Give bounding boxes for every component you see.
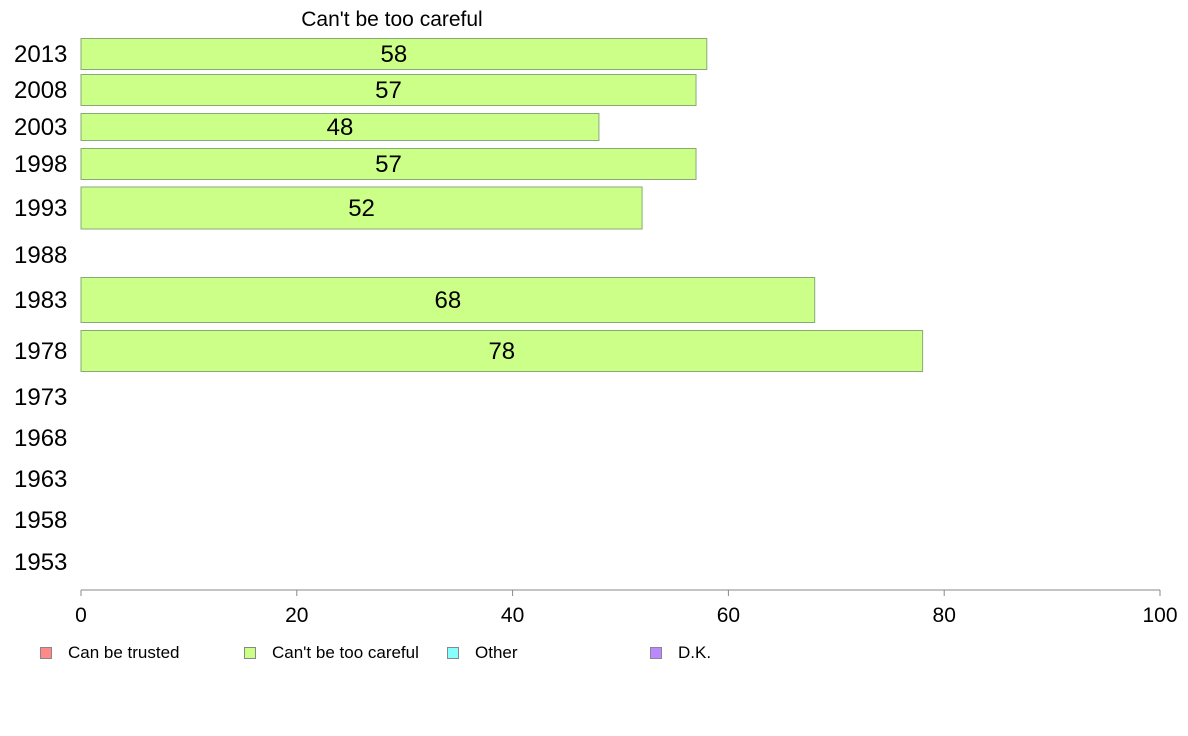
bars-group	[80, 38, 924, 372]
bar-value-label: 52	[348, 195, 375, 222]
bar	[80, 113, 600, 141]
category-label: 1973	[14, 384, 67, 411]
bar	[80, 148, 697, 180]
x-tick-label: 100	[1142, 604, 1177, 627]
legend-swatch-other	[447, 647, 459, 659]
category-label: 2013	[14, 41, 67, 68]
bar-value-label: 48	[327, 114, 354, 141]
x-tick-label: 40	[501, 604, 524, 627]
x-tick-label: 20	[285, 604, 308, 627]
category-labels-group: 2013 2008 2003 1998 1993 1988 1983 1978 1973 1968…	[14, 41, 67, 576]
category-label: 1983	[14, 287, 67, 314]
x-tick-label: 0	[75, 604, 87, 627]
bar	[80, 330, 924, 372]
legend-item-dk: D.K.	[650, 642, 711, 664]
bar	[80, 38, 708, 70]
legend-label: D.K.	[678, 643, 712, 662]
legend-swatch-dk	[650, 647, 662, 659]
x-tick-label: 80	[933, 604, 956, 627]
category-label: 1993	[14, 195, 67, 222]
bar	[80, 186, 643, 230]
legend-swatch-can-be-trusted	[40, 647, 52, 659]
chart-title: Can't be too careful	[301, 8, 482, 31]
legend-swatch-cant-be-too-careful	[244, 647, 256, 659]
category-label: 1953	[14, 549, 67, 576]
category-label: 1963	[14, 466, 67, 493]
x-tick-label: 60	[717, 604, 740, 627]
category-label: 1998	[14, 151, 67, 178]
bar-value-label: 78	[488, 338, 515, 365]
legend-item-cant-be-too-careful: Can't be too careful	[244, 642, 419, 664]
x-axis: 0 20 40 60 80 100	[75, 589, 1178, 627]
legend: Can be trusted Can't be too careful Othe…	[0, 642, 1188, 666]
legend-label: Can be trusted	[68, 643, 180, 662]
category-label: 1988	[14, 242, 67, 269]
bar-value-label: 68	[435, 287, 462, 314]
legend-item-can-be-trusted: Can be trusted	[40, 642, 180, 664]
bar-value-label: 57	[375, 151, 402, 178]
category-label: 1958	[14, 507, 67, 534]
legend-item-other: Other	[447, 642, 518, 664]
bar-value-label: 57	[375, 77, 402, 104]
category-label: 2003	[14, 114, 67, 141]
category-label: 1978	[14, 338, 67, 365]
bar-value-label: 58	[381, 41, 408, 68]
bar	[80, 74, 697, 106]
category-label: 2008	[14, 77, 67, 104]
legend-label: Other	[475, 643, 518, 662]
legend-label: Can't be too careful	[272, 643, 419, 662]
category-label: 1968	[14, 425, 67, 452]
bar	[80, 277, 816, 323]
